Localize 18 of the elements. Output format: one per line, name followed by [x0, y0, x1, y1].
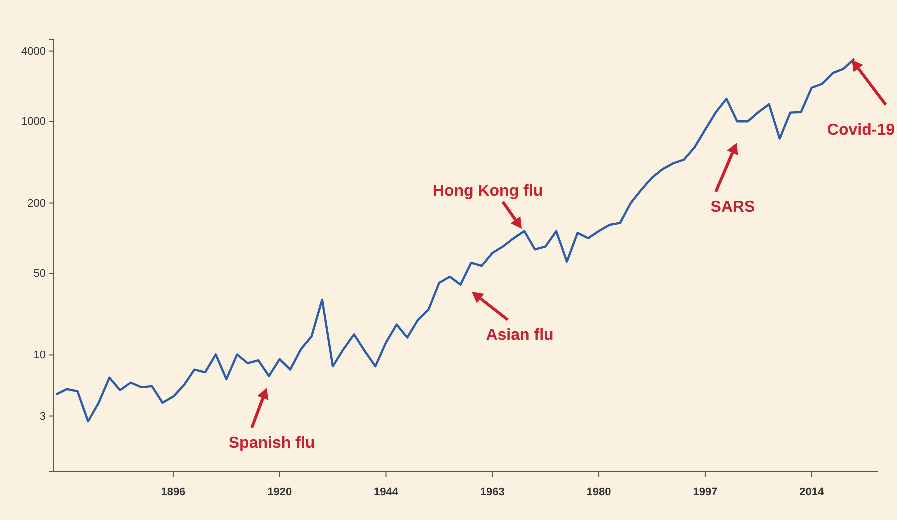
y-tick-label: 4000 [22, 46, 46, 58]
x-tick-label: 1920 [268, 486, 292, 498]
x-tick-label: 1896 [161, 486, 186, 498]
annotation: SARS [710, 199, 756, 216]
x-tick-label: 1963 [480, 486, 505, 498]
y-tick-label: 10 [34, 350, 46, 362]
y-tick-label: 200 [28, 198, 46, 210]
annotation: Spanish flu [228, 435, 316, 452]
annotation: Covid-19 [827, 122, 896, 139]
y-tick-label: 50 [34, 268, 46, 280]
annotation: Asian flu [486, 327, 554, 344]
x-tick-label: 1944 [374, 486, 400, 498]
y-tick-label: 3 [40, 410, 46, 423]
y-tick-label: 1000 [22, 116, 46, 128]
x-tick-label: 2014 [800, 486, 825, 498]
annotation: Hong Kong flu [432, 183, 544, 200]
x-tick-label: 1980 [586, 486, 612, 498]
x-tick-label: 1997 [693, 486, 718, 498]
